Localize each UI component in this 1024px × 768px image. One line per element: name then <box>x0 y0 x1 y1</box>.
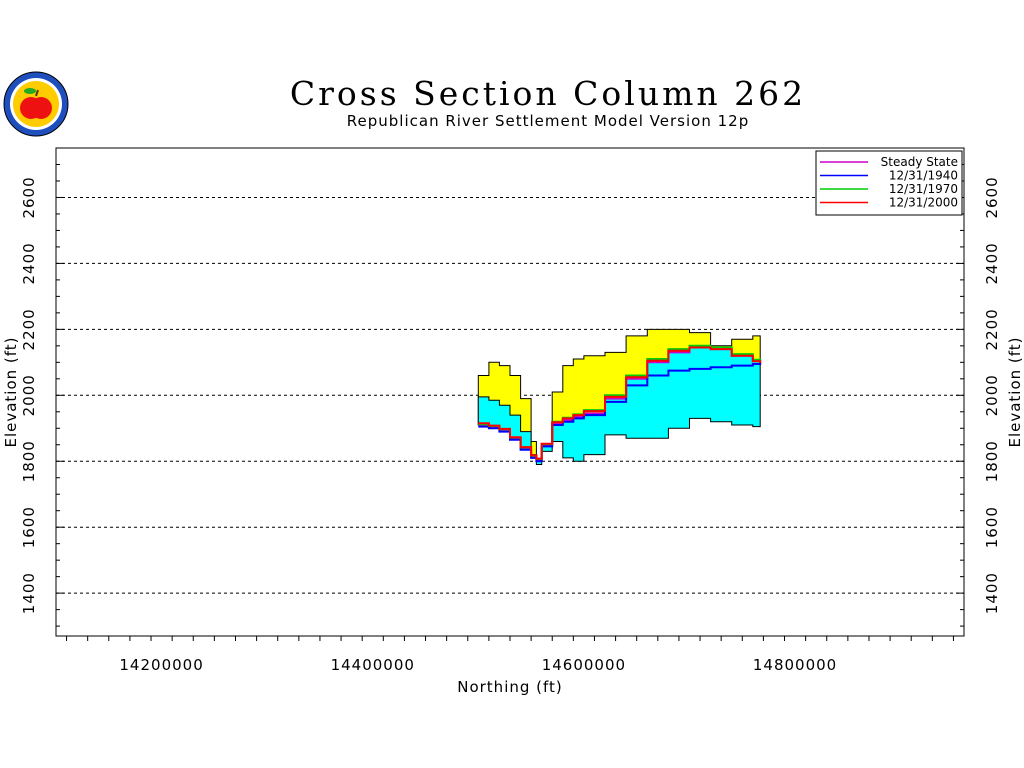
x-tick-label: 14200000 <box>119 656 203 674</box>
seal-logo <box>3 71 69 137</box>
y-axis-label-left: Elevation (ft) <box>2 336 20 447</box>
y-tick-label-right: 2200 <box>983 308 1001 350</box>
legend-label: Steady State <box>881 155 958 169</box>
y-tick-label: 2600 <box>20 176 38 218</box>
y-tick-label-right: 2600 <box>983 176 1001 218</box>
grid-lines <box>56 196 964 594</box>
y-tick-label-right: 1800 <box>983 440 1001 482</box>
y-tick-label-right: 1600 <box>983 506 1001 548</box>
series-lines <box>478 344 762 463</box>
y-tick-label-right: 1400 <box>983 572 1001 614</box>
y-tick-label: 1800 <box>20 440 38 482</box>
x-tick-label: 14400000 <box>331 656 415 674</box>
x-axis-label: Northing (ft) <box>457 678 563 696</box>
y-tick-label: 2000 <box>20 374 38 416</box>
y-axis-label-right: Elevation (ft) <box>1006 336 1024 447</box>
legend-label: 12/31/1970 <box>889 182 958 196</box>
y-tick-label: 1400 <box>20 572 38 614</box>
legend-label: 12/31/1940 <box>889 169 958 183</box>
x-axis-ticks: 14200000 14400000 14600000 14800000 <box>66 636 954 674</box>
series-line-3 <box>478 346 762 460</box>
y-tick-label-right: 2000 <box>983 374 1001 416</box>
y-tick-label: 2400 <box>20 242 38 284</box>
x-tick-label: 14600000 <box>542 656 626 674</box>
y-tick-label-right: 2400 <box>983 242 1001 284</box>
chart-title: Cross Section Column 262 <box>290 74 806 113</box>
x-tick-label: 14800000 <box>753 656 837 674</box>
y-axis-ticks: 1400 1400 1600 1600 1800 1800 2000 2000 2200 2200… <box>20 163 1001 627</box>
chart-subtitle: Republican River Settlement Model Versio… <box>347 112 749 130</box>
legend: Steady State12/31/194012/31/197012/31/20… <box>815 150 963 216</box>
legend-label: 12/31/2000 <box>889 196 958 210</box>
y-tick-label: 1600 <box>20 506 38 548</box>
y-tick-label: 2200 <box>20 308 38 350</box>
apple-icon <box>20 88 52 119</box>
